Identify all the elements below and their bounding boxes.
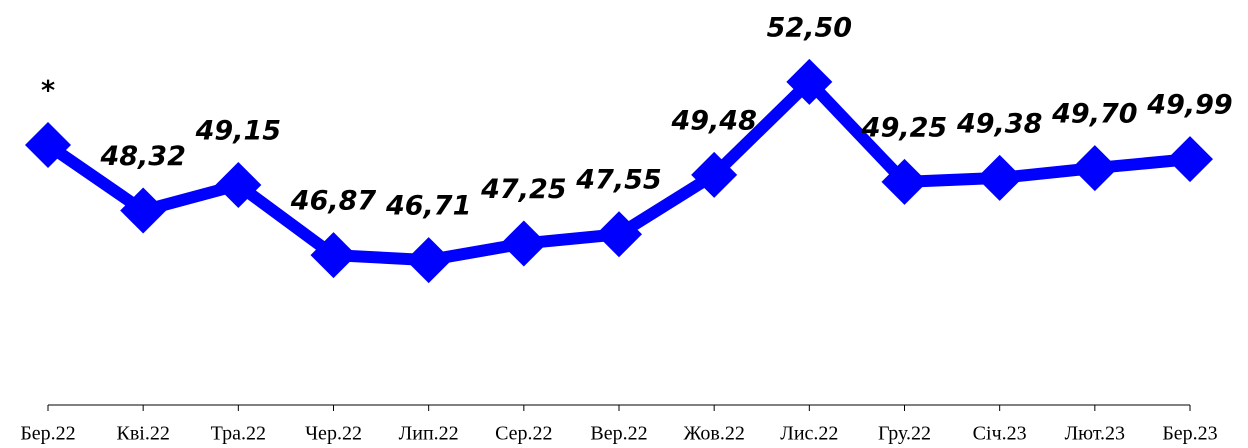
data-label: 52,50 (767, 12, 852, 43)
data-label: 46,71 (385, 191, 471, 222)
marker (691, 151, 738, 198)
data-label: 49,38 (956, 108, 1042, 139)
marker (215, 162, 262, 208)
x-tick-label: Бер.22 (20, 423, 75, 445)
marker (976, 154, 1023, 201)
data-label: 49,99 (1146, 90, 1232, 121)
marker (405, 237, 452, 284)
marker (120, 187, 167, 234)
data-label: 49,48 (670, 105, 756, 136)
data-label: 46,87 (290, 186, 377, 217)
marker (881, 158, 928, 205)
x-tick-label: Бер.23 (1162, 423, 1217, 445)
data-label: 48,32 (99, 141, 185, 172)
data-label: 47,25 (480, 174, 566, 205)
x-tick-label: Лип.22 (399, 423, 459, 445)
data-label: 49,70 (1051, 99, 1137, 130)
marker (786, 58, 833, 105)
x-tick-label: Вер.22 (590, 423, 647, 445)
marker (500, 220, 547, 267)
x-tick-label: Жов.22 (683, 423, 744, 445)
x-tick-label: Кві.22 (116, 423, 169, 445)
data-label: 49,25 (861, 112, 947, 143)
x-tick-label: Лис.22 (780, 423, 838, 445)
marker (310, 232, 357, 279)
marker (1167, 136, 1213, 183)
marker (1071, 145, 1118, 192)
x-tick-label: Січ.23 (973, 423, 1027, 445)
x-tick-label: Сер.22 (495, 423, 552, 445)
marker (596, 211, 642, 258)
x-tick-label: Тра.22 (211, 423, 266, 445)
x-tick-label: Гру.22 (878, 423, 931, 445)
data-label: 47,55 (575, 165, 661, 196)
data-label: 49,15 (195, 116, 281, 147)
marker (25, 122, 71, 168)
x-tick-label: Лют.23 (1065, 423, 1125, 445)
data-label: * (41, 76, 55, 107)
x-tick-label: Чер.22 (305, 423, 362, 445)
